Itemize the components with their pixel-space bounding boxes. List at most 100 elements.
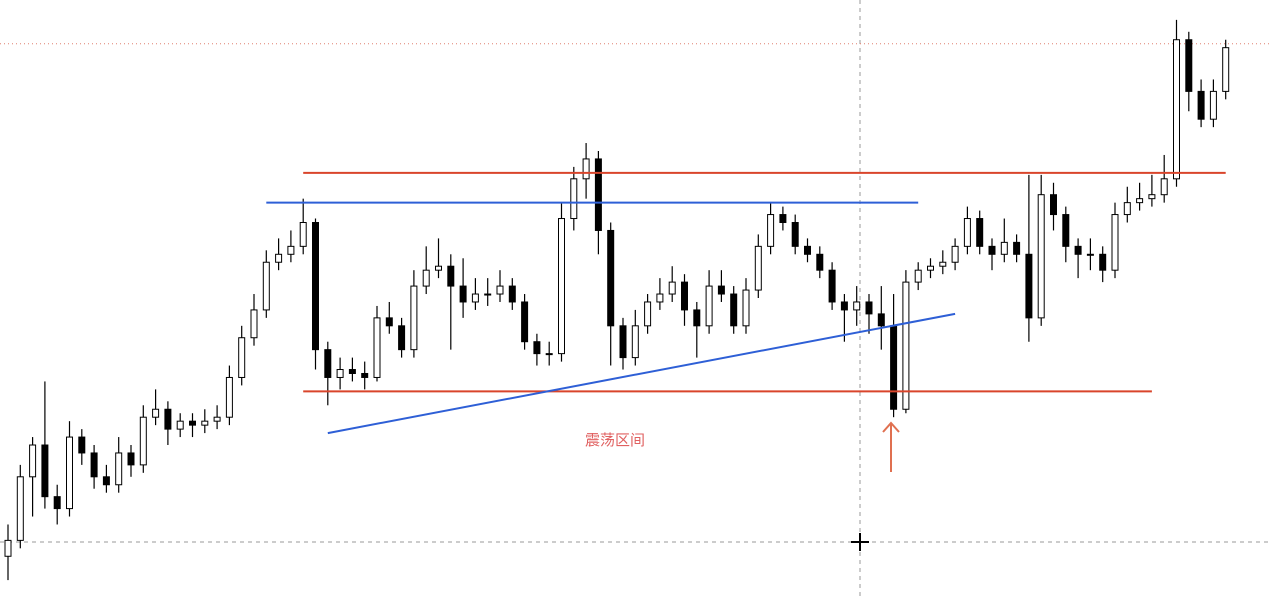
candle-body [656,293,664,303]
candle-body [398,325,406,351]
candle-body [1209,90,1217,120]
candle-body [619,325,627,359]
candle-body [693,309,701,327]
candle-body [336,369,344,378]
candle-body [127,452,135,466]
candle-body [1136,198,1144,204]
candle-body [471,293,479,303]
candle-body [90,452,98,478]
candle-body [1099,253,1107,271]
candle-body [238,337,246,378]
candle-body [29,444,37,478]
candle-body [16,476,24,541]
candle-body [1086,253,1094,256]
candle-body [312,222,319,351]
arrow [882,421,900,472]
candle-body [299,222,307,247]
candle-body [644,301,652,327]
candle-body [927,265,934,271]
candle-body [410,285,418,351]
candle-body [533,341,541,355]
candle-body [41,444,49,498]
candle-body [152,408,160,418]
candle-body [139,416,147,466]
candle-body [853,301,861,311]
candle-body [422,269,430,287]
candle-body [804,245,811,255]
candle-body [1160,178,1168,196]
candle-body [201,420,209,426]
candle-body [287,245,295,255]
candle-body [1074,245,1082,255]
candle-body [558,218,565,355]
candle-body [1025,253,1033,319]
candle-body [459,285,467,303]
candle-body [705,285,713,327]
candle-body [385,317,393,327]
candle-body [840,301,848,311]
cursor [851,533,869,551]
candle-body [275,253,283,263]
candle-body [1013,241,1021,255]
candle-body [607,229,615,327]
candle-body [1000,241,1008,255]
candle-body [951,245,959,263]
candle-body [779,214,787,224]
candle-body [681,281,688,311]
candle-body [225,376,233,418]
candle-body [742,289,750,327]
candle-body [164,408,172,430]
candle-body [791,222,799,247]
candle-body [902,281,910,410]
candle-body [1111,214,1119,271]
candle-body [189,420,196,426]
candle-body [66,436,73,510]
level-line [327,312,956,435]
candle-body [668,281,676,295]
candle-body [939,261,947,267]
candle-body [435,265,442,271]
candle-body [373,317,381,378]
candle-body [767,214,775,247]
candle-body [262,261,270,311]
candle-body [1050,194,1057,216]
candle-body [865,301,873,315]
candle-body [53,496,61,510]
candle-body [213,416,221,422]
candle-body [176,420,184,430]
candle-body [816,253,824,271]
candle-body [570,178,578,220]
candle-body [521,301,529,343]
candle-body [754,245,762,291]
candle-body [976,218,984,247]
candle-body [631,325,639,359]
candle-body [102,476,110,486]
candle-body [78,436,86,454]
candle-body [484,293,492,296]
candle-body [348,369,356,374]
candle-body [4,539,12,557]
candle-body [447,265,455,287]
candle-body [361,372,369,378]
candle-body [1123,202,1131,216]
candle-body [914,269,922,283]
candle-body [545,353,553,356]
candle-body [1222,47,1230,92]
candle-body [828,269,836,303]
candle-body [508,285,516,303]
candle-body [250,309,258,339]
candle-body [594,158,602,231]
candle-body [963,218,971,247]
candle-body [324,349,332,378]
candle-body [890,325,898,410]
candle-body [1197,90,1205,120]
candle-body [717,285,725,295]
candle-body [1185,39,1193,92]
candle-body [496,285,504,295]
candle-body [1037,194,1045,319]
candle-body [1062,214,1070,247]
candle-body [877,313,885,327]
candle-body [1173,39,1180,180]
candle-body [988,245,996,255]
